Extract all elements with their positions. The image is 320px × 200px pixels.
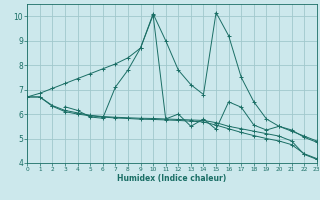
X-axis label: Humidex (Indice chaleur): Humidex (Indice chaleur) <box>117 174 227 183</box>
